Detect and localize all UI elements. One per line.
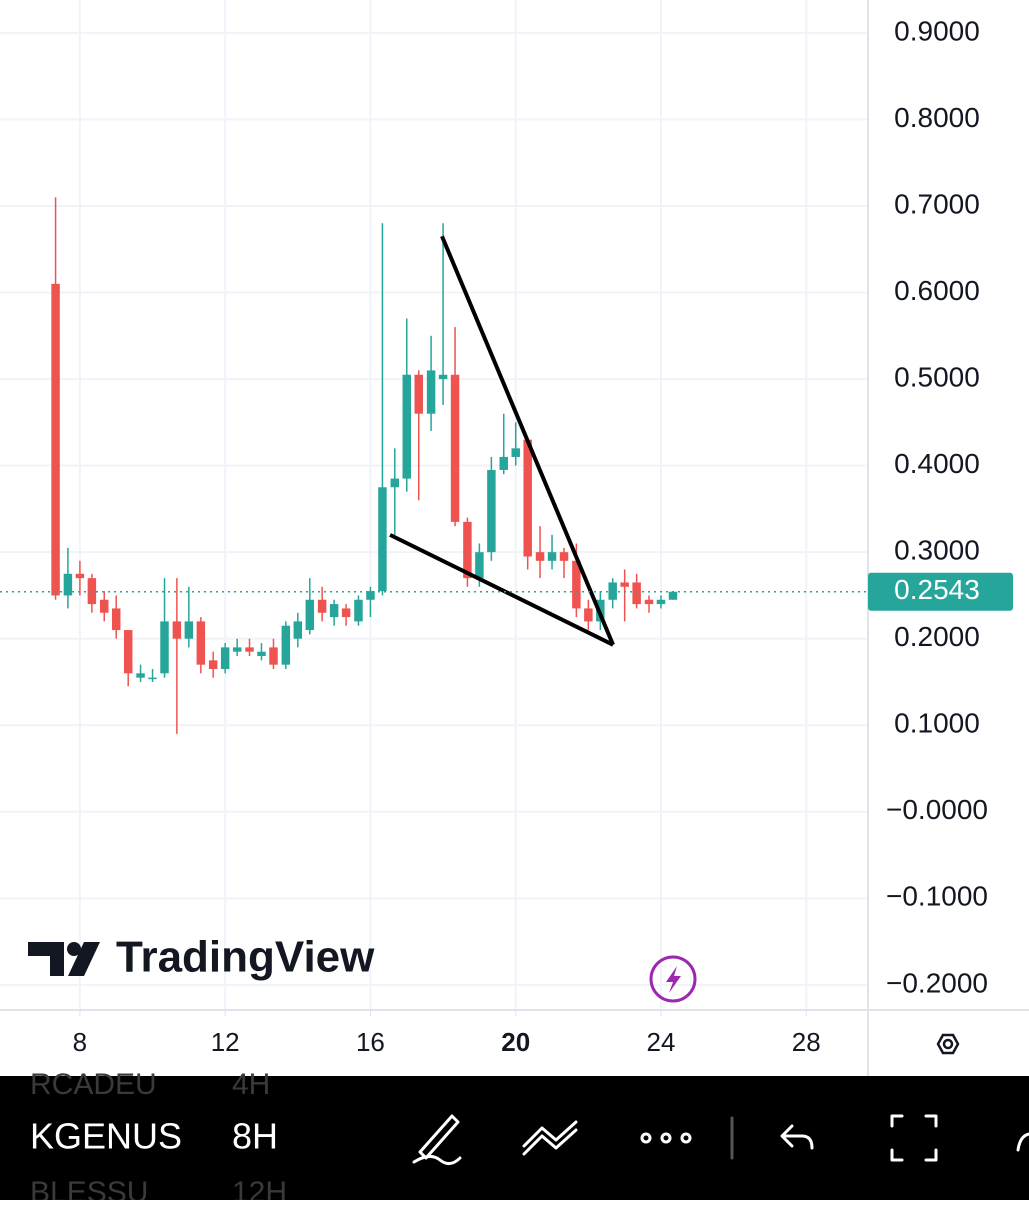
y-tick-label: 0.3000 (894, 535, 980, 566)
grid (0, 0, 868, 1010)
lightning-button[interactable] (649, 955, 697, 1003)
candle-body (644, 599, 654, 605)
candle-body (402, 374, 411, 479)
candle-body (281, 625, 291, 665)
x-tick-label: 28 (792, 1027, 821, 1057)
candle-body (63, 573, 73, 596)
y-tick-label: 0.6000 (894, 275, 980, 306)
candle-body (559, 552, 569, 561)
y-tick-label: 0.7000 (894, 188, 980, 219)
trendline (389, 533, 614, 647)
y-tick-label: 0.5000 (894, 361, 980, 392)
watermark-logo (28, 942, 100, 976)
interval[interactable]: 4H (232, 1068, 270, 1101)
candle-body (632, 582, 641, 605)
lines-tool[interactable] (522, 1120, 578, 1156)
candle-body (450, 374, 460, 522)
y-tick-label: 0.2000 (894, 621, 980, 652)
candle-body (196, 621, 206, 665)
candle-body (438, 374, 448, 380)
y-tick-label: −0.2000 (886, 967, 988, 998)
more-tools[interactable] (1016, 1132, 1029, 1152)
candle-body (232, 647, 242, 652)
x-tick-label: 8 (73, 1027, 87, 1057)
candle-body (511, 448, 520, 457)
y-tick-label: 0.8000 (894, 102, 980, 133)
candle-body (620, 582, 629, 587)
settings-button[interactable] (936, 1033, 960, 1055)
watermark: TradingView (116, 933, 375, 982)
candle-body (426, 370, 436, 414)
candle-body (136, 673, 145, 678)
y-tick-label: −0.1000 (886, 881, 988, 912)
candle-body (463, 521, 472, 579)
x-tick-label: 24 (647, 1027, 676, 1057)
candle-body (317, 599, 327, 613)
candle-body (366, 591, 375, 600)
candle-body (245, 647, 254, 652)
candle-body (668, 591, 678, 600)
toolbar (0, 1076, 1029, 1200)
candle-body (354, 599, 363, 622)
candle-body (172, 621, 182, 639)
candle-body (475, 552, 484, 579)
pencil-tool[interactable] (412, 1114, 462, 1165)
plot (0, 197, 868, 734)
y-tick-label: −0.0000 (886, 794, 988, 825)
undo-button[interactable] (780, 1124, 814, 1150)
trendline (440, 235, 615, 646)
symbol[interactable]: RCADEU (30, 1068, 157, 1101)
candle-body (414, 374, 423, 414)
candle-body (329, 604, 339, 618)
candle-body (535, 552, 545, 561)
last-price-label: 0.2543 (894, 574, 980, 605)
candle-body (390, 478, 400, 488)
candle-body (584, 608, 593, 622)
candle-body (499, 456, 508, 470)
y-tick-label: 0.4000 (894, 448, 980, 479)
candle-body (523, 439, 532, 557)
candle-body (293, 621, 303, 639)
candle-body (148, 677, 157, 680)
interval[interactable]: 12H (232, 1176, 287, 1205)
candle-body (305, 599, 315, 631)
candle-body (269, 647, 278, 665)
x-tick-label: 20 (501, 1027, 530, 1057)
candle-body (487, 469, 496, 553)
candle-body (184, 621, 194, 639)
candle-body (123, 630, 133, 674)
candle-body (208, 660, 218, 670)
candle-body (572, 560, 581, 609)
candle-body (378, 487, 387, 592)
last-price-badge (868, 572, 1013, 611)
candle-body (75, 573, 85, 579)
candle-body (341, 608, 351, 618)
candle-body (547, 552, 557, 561)
y-tick-label: 0.1000 (894, 708, 980, 739)
symbol[interactable]: BLESSU (30, 1176, 148, 1205)
y-tick-label: 0.9000 (894, 15, 980, 46)
x-tick-label: 16 (356, 1027, 385, 1057)
symbol[interactable]: KGENUS (30, 1116, 182, 1157)
candle-body (220, 647, 230, 670)
candle-body (257, 651, 266, 657)
background (0, 0, 1029, 1076)
candle-body (656, 599, 666, 605)
interval[interactable]: 8H (232, 1116, 278, 1157)
candle-body (111, 608, 121, 631)
x-tick-label: 12 (211, 1027, 240, 1057)
more-button[interactable] (640, 1132, 692, 1144)
fullscreen-button[interactable] (890, 1114, 938, 1162)
candle-body (160, 621, 169, 674)
candle-body (51, 283, 60, 596)
candle-body (99, 599, 109, 613)
